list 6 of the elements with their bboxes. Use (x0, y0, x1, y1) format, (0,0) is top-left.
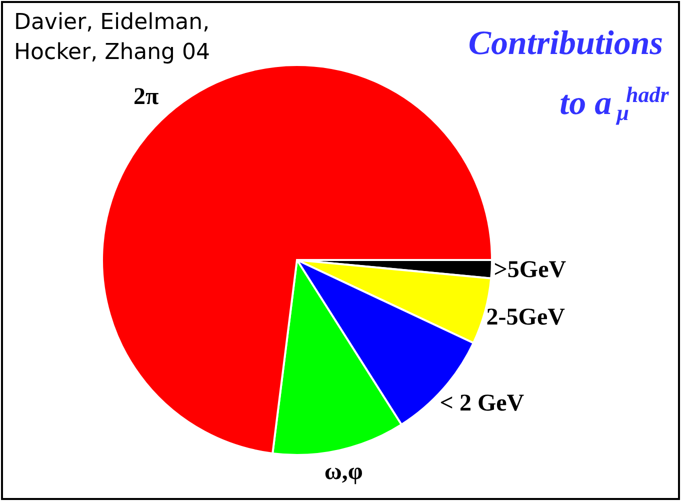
text: Davier, Eidelman, Hocker, Zhang 04 (14, 10, 210, 65)
slice-label: ω,φ (324, 458, 363, 485)
slice-label: < 2 GeV (440, 390, 525, 417)
slice-label: 2-5GeV (486, 304, 566, 330)
slice-label: >5GeV (494, 257, 567, 284)
slice-label: 2π (133, 84, 159, 110)
